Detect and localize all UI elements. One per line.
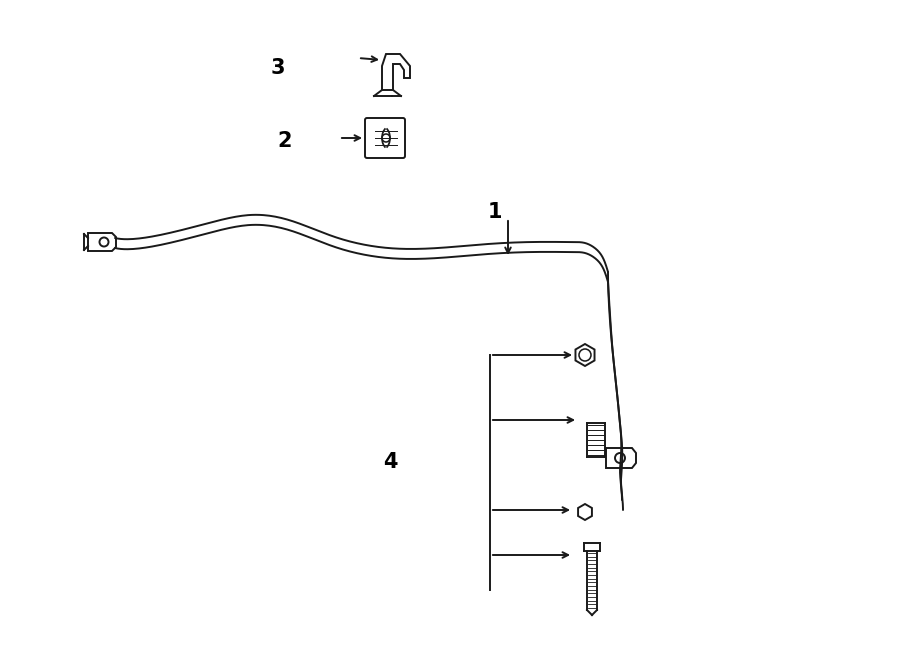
Text: 1: 1 <box>488 202 502 222</box>
Text: 2: 2 <box>278 131 293 151</box>
Text: 3: 3 <box>271 58 285 78</box>
Text: 4: 4 <box>382 452 397 472</box>
